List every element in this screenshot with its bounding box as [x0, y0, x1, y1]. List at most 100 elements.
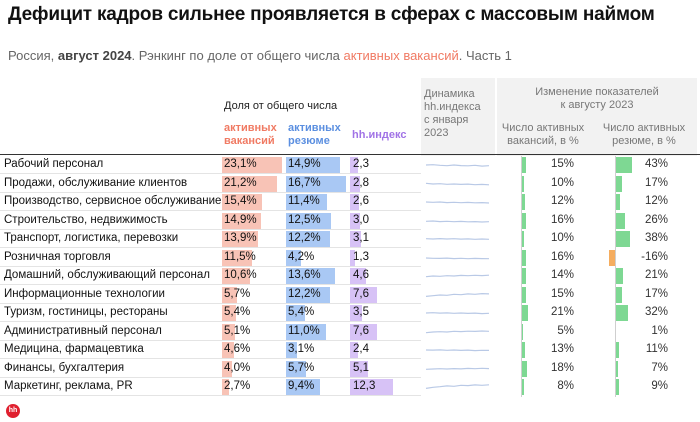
category-label: Производство, сервисное обслуживание [4, 195, 222, 207]
hh-index-sparkline [425, 292, 490, 297]
change-vacancies-value: 16% [550, 213, 574, 226]
table-row: Строительство, недвижимость 14,9% 12,5% 3,0… [0, 212, 700, 230]
category-label: Медицина, фармацевтика [4, 343, 144, 355]
category-label: Финансы, бухгалтерия [4, 361, 125, 374]
row-divider [0, 339, 421, 341]
row-divider [0, 358, 421, 359]
hh-index-sparkline [425, 384, 490, 389]
dynamics-header-panel [421, 78, 495, 156]
sparkline-path [425, 182, 490, 185]
hh-index-bar [350, 323, 377, 340]
vacancies-bar [222, 231, 259, 247]
vacancies-value: 10,6% [224, 269, 257, 281]
change-resumes-value: 32% [644, 306, 668, 318]
subtitle-ranking: . Рэнкинг по доле от общего числа [131, 48, 344, 63]
change-vacancies-value: 15% [550, 287, 574, 300]
change-vacancies-bar [521, 305, 528, 321]
vacancies-value: 21,2% [224, 176, 257, 189]
resumes-bar [286, 323, 326, 340]
resumes-bar [286, 342, 298, 358]
change-resumes-value: 1% [651, 324, 668, 337]
vacancies-bar [222, 379, 229, 395]
resumes-value: 11,4% [288, 195, 320, 207]
vacancies-value: 4,6% [224, 343, 251, 355]
change-vacancies-bar [521, 286, 526, 303]
hh-index-sparkline [425, 164, 490, 167]
change-resumes-value: 12% [644, 195, 668, 207]
change-vacancies-header: Число активных вакансий, в % [497, 122, 589, 148]
resumes-value: 4,2% [288, 250, 315, 263]
change-resumes-bar [615, 305, 628, 321]
change-vacancies-bar [521, 212, 527, 229]
hh-index-value: 3,0 [353, 213, 369, 226]
change-vacancies-value: 8% [557, 380, 574, 392]
change-vacancies-bar [521, 268, 526, 284]
hh-index-bar [350, 157, 359, 173]
change-vacancies-value: 13% [550, 343, 574, 355]
hh-index-value: 3,5 [353, 306, 369, 318]
resumes-value: 12,2% [288, 232, 321, 244]
change-resumes-bar [615, 175, 622, 192]
change-resumes-value: 38% [644, 232, 668, 244]
sparkline-path [425, 312, 490, 315]
change-resumes-value: 9% [651, 380, 668, 392]
change-group-header: Изменение показателей к августу 2023 [497, 86, 697, 112]
change-vacancies-value: 14% [550, 269, 574, 281]
change-vacancies-bar [521, 231, 525, 247]
change-resumes-value: 11% [645, 343, 668, 355]
hh-index-value: 7,6 [353, 287, 369, 300]
row-divider [0, 265, 421, 267]
vacancies-bar [222, 175, 278, 192]
category-label: Информационные технологии [4, 287, 165, 300]
subtitle-part: . Часть 1 [458, 48, 512, 63]
change-resumes-value: 21% [644, 269, 668, 281]
vacancies-bar [222, 286, 237, 303]
sparkline-path [425, 164, 490, 167]
hh-index-value: 2,6 [353, 195, 369, 207]
vacancies-value: 15,4% [224, 195, 257, 207]
vacancies-value: 5,1% [224, 324, 251, 337]
vacancies-bar [222, 360, 233, 377]
category-label: Строительство, недвижимость [4, 213, 168, 226]
vacancies-bar [222, 323, 236, 340]
change-vacancies-bar [521, 379, 524, 395]
vacancies-value: 13,9% [224, 232, 257, 244]
resumes-bar [286, 360, 307, 377]
table-row: Домашний, обслуживающий персонал 10,6% 13,… [0, 267, 700, 285]
subtitle-region: Россия, [8, 48, 58, 63]
dynamics-header-line4: 2023 [424, 127, 449, 139]
resumes-bar [286, 212, 331, 229]
share-group-header: Доля от общего числа [224, 100, 338, 112]
vacancies-value: 14,9% [224, 213, 257, 226]
table-row: Медицина, фармацевтика 4,6% 3,1% 2,4 13% 11% [0, 341, 700, 359]
hh-index-value: 4,6 [353, 269, 369, 281]
table-row: Административный персонал 5,1% 11,0% 7,6 5% 1… [0, 323, 700, 341]
row-divider [0, 302, 421, 304]
resumes-value: 5,7% [288, 361, 315, 374]
hh-index-bar [350, 379, 393, 395]
hh-index-bar [350, 249, 355, 266]
change-header-panel [497, 78, 697, 156]
hh-logo-icon: hh [6, 404, 20, 418]
page-title: Дефицит кадров сильнее проявляется в сфе… [8, 4, 655, 25]
hh-index-bar [350, 231, 361, 247]
change-vacancies-value: 10% [550, 232, 574, 244]
resumes-header-line1: активных [288, 122, 341, 134]
table-row: Производство, сервисное обслуживание 15,4… [0, 193, 700, 211]
resumes-bar [286, 305, 306, 321]
hh-index-value: 12,3 [353, 380, 376, 392]
change-resumes-value: 17% [644, 287, 668, 300]
change-vacancies-bar [521, 342, 526, 358]
resumes-bar [286, 379, 320, 395]
table-row: Продажи, обслуживание клиентов 21,2% 16,7%… [0, 175, 700, 193]
resumes-bar [286, 286, 330, 303]
change-vacancies-value: 12% [550, 195, 574, 207]
sparkline-path [425, 201, 490, 204]
vacancies-header-line2: вакансий [224, 135, 275, 147]
row-divider [0, 210, 421, 211]
subtitle: Россия, август 2024. Рэнкинг по доле от … [8, 48, 512, 63]
change-vacancies-value: 15% [550, 158, 574, 170]
table-row: Розничная торговля 11,5% 4,2% 1,3 16% -16% [0, 249, 700, 267]
change-vacancies-bar [521, 175, 525, 192]
change-resumes-bar [608, 249, 615, 266]
